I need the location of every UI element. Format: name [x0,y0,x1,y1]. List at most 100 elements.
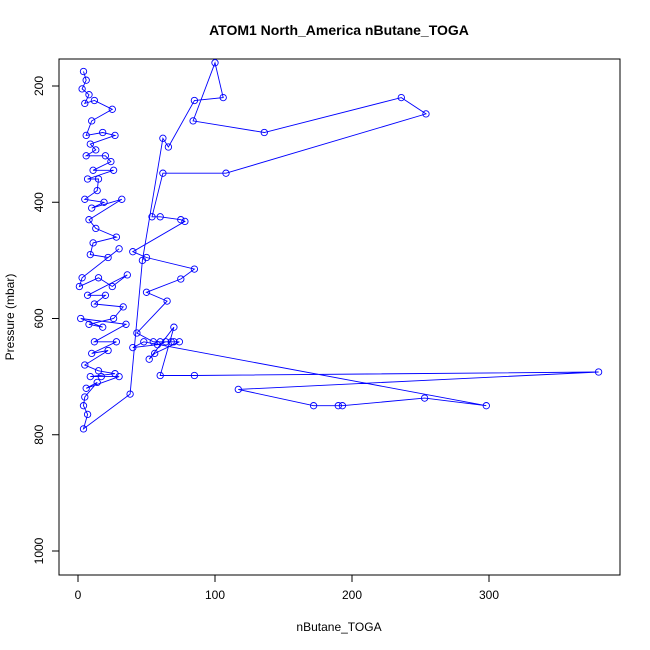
data-point [123,271,131,279]
data-point [100,198,108,206]
data-point [94,175,103,183]
data-point [81,195,89,203]
data-point [111,131,119,140]
y-tick-label: 600 [32,308,46,328]
data-point [142,288,151,296]
data-point [85,91,93,99]
y-tick-label: 400 [32,192,46,212]
y-tick-label: 1000 [32,537,46,564]
data-point [94,274,103,282]
data-point [190,371,199,380]
data-point [133,329,141,337]
data-point [97,372,105,381]
data-point [119,303,127,311]
data-point [90,96,99,105]
data-point [93,378,101,387]
data-point [422,110,430,118]
y-axis: 200 400 600 800 1000 [32,76,59,564]
data-point [104,346,112,355]
data-point [79,425,88,433]
data-point [88,204,96,212]
data-point [190,265,199,273]
data-point [163,297,171,305]
data-point [129,248,137,256]
data-point [92,146,100,154]
data-point [148,213,156,221]
data-point [145,355,153,363]
data-point [81,393,89,401]
data-point [109,166,118,174]
data-point [170,323,178,331]
data-point [89,239,97,247]
data-point [81,99,89,108]
data-point [89,166,97,174]
data-point [90,338,99,346]
data-point [78,274,86,282]
data-point [190,96,199,105]
data-point [162,338,170,346]
data-point [88,117,96,125]
data-point [83,175,92,183]
data-point [118,195,126,203]
data-point [86,372,94,381]
y-tick-label: 800 [32,424,46,444]
data-point [82,76,90,84]
y-axis-label: Pressure (mbar) [3,274,17,361]
data-point [156,371,164,380]
y-tick-label: 200 [32,76,46,96]
data-point [397,93,405,102]
data-point [101,152,110,160]
data-point [482,402,490,410]
data-point [211,59,219,67]
data-point [94,367,103,375]
data-point [109,314,118,323]
data-point [101,291,110,299]
data-point [142,253,151,262]
data-point [99,323,107,331]
data-point [92,224,100,233]
x-tick-label: 300 [479,588,499,602]
data-point [234,385,242,394]
data-point [75,282,84,291]
data-point [85,216,93,224]
x-tick-label: 0 [75,588,82,602]
data-point [181,217,189,226]
data-point [167,338,175,346]
data-point [79,67,88,76]
data-point [122,320,130,328]
data-point [85,320,93,328]
data-point [177,216,185,224]
data-point [115,245,123,253]
data-point [88,349,96,358]
data-point [338,402,347,410]
data-point [82,384,90,392]
series-line [78,61,599,431]
data-point [82,152,90,160]
data-point [90,300,99,308]
x-axis-label: nButane_TOGA [296,620,381,634]
data-point [309,402,318,410]
data-point [219,93,227,102]
data-point [159,169,167,177]
x-axis: 0 100 200 300 [75,575,499,602]
data-point [159,134,167,142]
data-point [222,169,230,177]
data-point [112,338,121,346]
data-point [189,117,197,125]
data-point [81,361,89,369]
data-point [260,128,268,137]
data-point [115,372,123,381]
data-point [164,143,173,151]
x-tick-label: 200 [342,588,362,602]
series-layer [75,59,603,433]
data-point [86,140,94,148]
x-tick-label: 100 [205,588,225,602]
data-point [420,394,429,402]
data-point [79,402,88,410]
chart-title: ATOM1 North_America nButane_TOGA [209,22,469,38]
data-point [175,338,184,346]
data-point [77,314,85,323]
data-point [107,157,115,166]
data-point [83,410,92,419]
